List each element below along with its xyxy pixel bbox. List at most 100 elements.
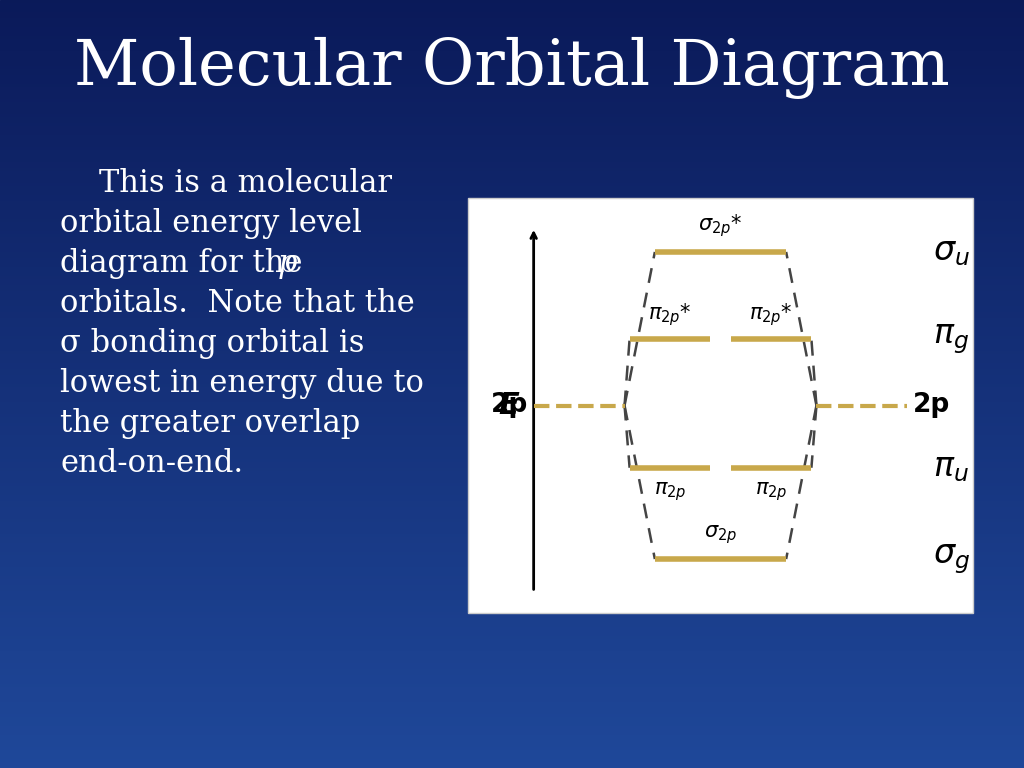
Bar <box>0 654 1024 657</box>
Bar <box>0 261 1024 264</box>
Bar <box>0 717 1024 720</box>
Bar <box>0 207 1024 210</box>
Bar <box>0 453 1024 456</box>
Text: This is a molecular: This is a molecular <box>60 168 392 199</box>
Bar <box>0 87 1024 90</box>
Bar <box>0 210 1024 213</box>
Bar <box>0 624 1024 627</box>
Bar <box>0 606 1024 609</box>
Bar <box>0 90 1024 93</box>
Text: 2p: 2p <box>912 392 949 419</box>
Bar <box>0 597 1024 600</box>
Bar <box>0 309 1024 312</box>
Bar <box>0 0 1024 3</box>
Bar <box>0 120 1024 123</box>
Text: $\sigma_u$: $\sigma_u$ <box>933 236 970 269</box>
Bar <box>0 477 1024 480</box>
Bar <box>0 444 1024 447</box>
Bar <box>468 198 973 613</box>
Bar <box>0 171 1024 174</box>
Bar <box>0 276 1024 279</box>
Bar <box>0 417 1024 420</box>
Bar <box>0 708 1024 711</box>
Bar <box>0 339 1024 342</box>
Bar <box>0 396 1024 399</box>
Bar <box>0 363 1024 366</box>
Text: $\pi_{2p}$: $\pi_{2p}$ <box>653 480 686 502</box>
Bar <box>0 168 1024 171</box>
Bar <box>0 678 1024 681</box>
Bar <box>0 765 1024 768</box>
Bar <box>0 534 1024 537</box>
Bar <box>0 126 1024 129</box>
Bar <box>0 531 1024 534</box>
Bar <box>0 264 1024 267</box>
Bar <box>0 111 1024 114</box>
Bar <box>0 753 1024 756</box>
Bar <box>0 57 1024 60</box>
Bar <box>0 246 1024 249</box>
Bar <box>0 12 1024 15</box>
Text: the greater overlap: the greater overlap <box>60 408 360 439</box>
Bar <box>0 468 1024 471</box>
Bar <box>0 219 1024 222</box>
Bar <box>0 588 1024 591</box>
Bar <box>0 669 1024 672</box>
Bar <box>0 429 1024 432</box>
Bar <box>0 657 1024 660</box>
Bar <box>0 177 1024 180</box>
Bar <box>0 354 1024 357</box>
Bar <box>0 510 1024 513</box>
Bar <box>0 462 1024 465</box>
Bar <box>0 291 1024 294</box>
Bar <box>0 231 1024 234</box>
Bar <box>0 21 1024 24</box>
Bar <box>0 108 1024 111</box>
Bar <box>0 519 1024 522</box>
Bar <box>0 615 1024 618</box>
Bar <box>0 201 1024 204</box>
Text: $\sigma_{2p}$*: $\sigma_{2p}$* <box>698 212 742 239</box>
Bar <box>0 390 1024 393</box>
Bar <box>0 702 1024 705</box>
Text: σ bonding orbital is: σ bonding orbital is <box>60 328 365 359</box>
Bar <box>0 258 1024 261</box>
Bar <box>0 393 1024 396</box>
Bar <box>0 93 1024 96</box>
Bar <box>0 672 1024 675</box>
Bar <box>0 213 1024 216</box>
Bar <box>0 756 1024 759</box>
Bar <box>0 573 1024 576</box>
Bar <box>0 156 1024 159</box>
Bar <box>0 42 1024 45</box>
Bar <box>0 729 1024 732</box>
Bar <box>0 423 1024 426</box>
Bar <box>0 621 1024 624</box>
Bar <box>0 33 1024 36</box>
Bar <box>0 135 1024 138</box>
Bar <box>0 321 1024 324</box>
Bar <box>0 186 1024 189</box>
Bar <box>0 348 1024 351</box>
Bar <box>0 30 1024 33</box>
Bar <box>0 66 1024 69</box>
Text: orbitals.  Note that the: orbitals. Note that the <box>60 288 415 319</box>
Bar <box>0 558 1024 561</box>
Bar <box>0 216 1024 219</box>
Bar <box>0 162 1024 165</box>
Text: end-on-end.: end-on-end. <box>60 448 243 479</box>
Bar <box>0 759 1024 762</box>
Bar <box>0 84 1024 87</box>
Bar <box>0 159 1024 162</box>
Bar <box>0 663 1024 666</box>
Bar <box>0 552 1024 555</box>
Bar <box>0 618 1024 621</box>
Bar <box>0 450 1024 453</box>
Bar <box>0 48 1024 51</box>
Bar <box>0 255 1024 258</box>
Bar <box>0 27 1024 30</box>
Bar <box>0 561 1024 564</box>
Bar <box>0 681 1024 684</box>
Bar <box>0 249 1024 252</box>
Bar <box>0 414 1024 417</box>
